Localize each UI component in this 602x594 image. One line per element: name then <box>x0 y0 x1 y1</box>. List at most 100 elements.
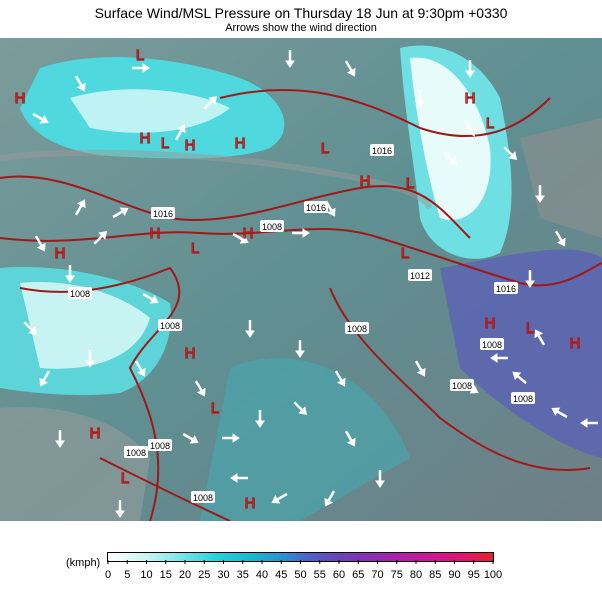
isobar-label: 1016 <box>306 203 326 213</box>
wind-arrow <box>503 146 518 161</box>
wind-arrow <box>74 199 86 216</box>
wind-arrow <box>245 320 255 338</box>
title: Surface Wind/MSL Pressure on Thursday 18… <box>94 5 508 21</box>
subtitle: Arrows show the wind direction <box>225 22 377 34</box>
arrow-head <box>142 63 150 73</box>
tick-label: 55 <box>314 569 326 581</box>
pressure-center: H <box>243 225 254 242</box>
arrow-head <box>466 127 476 137</box>
wind-arrow <box>132 63 150 73</box>
egypt <box>0 407 150 521</box>
tick-label: 20 <box>179 569 191 581</box>
pressure-center: L <box>406 175 414 192</box>
isobar <box>219 88 551 137</box>
tick-label: 100 <box>484 569 502 581</box>
wind-arrow <box>23 321 38 336</box>
arrow-head <box>176 124 186 134</box>
pressure-center: H <box>15 90 26 107</box>
isobar-label: 1008 <box>193 493 213 503</box>
isobar-label: 1008 <box>347 324 367 334</box>
arrow-head <box>551 407 561 417</box>
pressure-center: H <box>360 173 371 190</box>
wind-arrow <box>271 492 288 504</box>
arrow-head <box>76 199 86 209</box>
tick-label: 25 <box>198 569 210 581</box>
wind-arrow <box>74 75 86 92</box>
arrow-head <box>512 371 522 381</box>
wind-arrow <box>344 60 356 77</box>
isobar-label: 1008 <box>150 441 170 451</box>
legend-ticks: 0 5 10 15 20 25 30 35 40 45 50 55 60 65 70 75 80 85 90 95 10… <box>105 560 502 581</box>
pressure-center: L <box>161 135 169 152</box>
arrow-head <box>336 377 346 387</box>
wind-arrow <box>230 473 248 483</box>
wind-arrow <box>534 329 546 346</box>
pressure-center: H <box>150 225 161 242</box>
arrow-head <box>375 480 385 488</box>
arrow-head <box>39 114 49 124</box>
wind-arrow <box>465 60 475 78</box>
isobar-label-bg <box>450 379 474 391</box>
arrow-head <box>232 433 240 443</box>
arrow-head <box>255 420 265 428</box>
arrow-head <box>189 434 199 444</box>
isobar-label: 1008 <box>126 448 146 458</box>
arrow-head <box>556 237 566 247</box>
wind-arrow <box>174 124 186 141</box>
tick-label: 90 <box>448 569 460 581</box>
wind-arrow <box>535 185 545 203</box>
iran-wind <box>440 249 602 458</box>
isobar-label: 1008 <box>262 222 282 232</box>
isobar-label: 1016 <box>372 146 392 156</box>
pressure-center: L <box>526 320 534 337</box>
isobar-label-bg <box>124 446 148 458</box>
arrow-head <box>85 360 95 368</box>
arrow-head <box>230 473 238 483</box>
wind-arrow <box>65 265 75 283</box>
isobar-label-bg <box>511 392 535 404</box>
arrow-head <box>534 329 544 339</box>
pressure-center: H <box>465 90 476 107</box>
isobar <box>19 266 181 521</box>
wind-arrow <box>580 418 598 428</box>
arrow-head <box>465 70 475 78</box>
black-sea-core <box>70 89 230 133</box>
arabia-wind <box>200 358 410 521</box>
isobar-label-bg <box>480 338 504 350</box>
isobar-label: 1008 <box>482 340 502 350</box>
arrow-head <box>326 207 336 217</box>
pressure-center: H <box>140 130 151 147</box>
wind-arrow <box>414 360 426 377</box>
isobar-label-bg <box>304 201 328 213</box>
wind-arrow <box>490 353 508 363</box>
tick-label: 10 <box>140 569 152 581</box>
pressure-center: H <box>90 425 101 442</box>
wind-arrow <box>292 228 310 238</box>
arrow-head <box>149 294 159 304</box>
arrow-head <box>98 230 108 240</box>
isobar-label-bg <box>370 144 394 156</box>
arrow-head <box>115 510 125 518</box>
wind-arrow <box>222 433 240 443</box>
arrow-head <box>298 406 308 416</box>
tick-label: 80 <box>410 569 422 581</box>
arrow-head <box>490 353 498 363</box>
wind-arrow <box>55 430 65 448</box>
isobar-label: 1008 <box>452 381 472 391</box>
wind-arrow <box>232 232 249 244</box>
wind-arrow <box>285 50 295 68</box>
arrow-head <box>28 326 38 336</box>
wind-arrow <box>443 151 458 166</box>
tick-label: 85 <box>429 569 441 581</box>
isobar-label-bg <box>260 220 284 232</box>
tick-label: 35 <box>237 569 249 581</box>
wind-arrow <box>112 207 129 219</box>
wind-arrow <box>295 340 305 358</box>
arrow-head <box>271 494 281 504</box>
arrow-head <box>55 440 65 448</box>
isobar-label: 1008 <box>160 321 180 331</box>
mediterranean-core <box>20 282 150 369</box>
caspian-core <box>410 57 491 220</box>
arrow-head <box>245 330 255 338</box>
